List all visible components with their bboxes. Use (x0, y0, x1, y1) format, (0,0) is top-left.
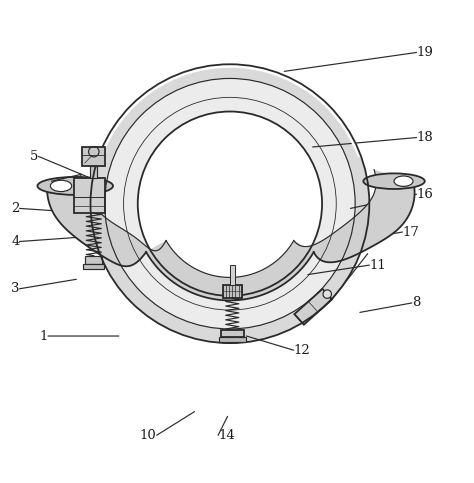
Text: 19: 19 (417, 46, 433, 59)
FancyBboxPatch shape (221, 330, 244, 337)
Text: 14: 14 (218, 429, 235, 442)
Text: 4: 4 (11, 235, 19, 248)
Ellipse shape (364, 173, 425, 189)
Polygon shape (294, 289, 332, 325)
Text: 18: 18 (417, 131, 433, 144)
Circle shape (91, 64, 369, 343)
FancyBboxPatch shape (85, 256, 102, 264)
FancyBboxPatch shape (219, 337, 246, 341)
Ellipse shape (50, 180, 72, 192)
Text: 11: 11 (369, 258, 386, 271)
FancyBboxPatch shape (91, 166, 97, 178)
Ellipse shape (37, 177, 113, 195)
Text: 1: 1 (40, 329, 48, 342)
Circle shape (105, 78, 355, 329)
Text: 8: 8 (412, 297, 420, 310)
FancyBboxPatch shape (223, 285, 242, 298)
Text: 17: 17 (402, 226, 419, 239)
FancyBboxPatch shape (74, 178, 105, 213)
FancyBboxPatch shape (82, 147, 105, 166)
Polygon shape (47, 174, 166, 266)
FancyBboxPatch shape (230, 265, 235, 285)
Text: 12: 12 (294, 344, 310, 357)
Polygon shape (294, 170, 415, 262)
Ellipse shape (394, 176, 413, 186)
Text: 2: 2 (11, 202, 19, 215)
Text: 10: 10 (140, 429, 156, 442)
Text: 3: 3 (11, 282, 19, 295)
Circle shape (138, 112, 322, 296)
Text: 16: 16 (417, 188, 433, 201)
Circle shape (323, 290, 331, 298)
Polygon shape (146, 241, 314, 300)
FancyBboxPatch shape (83, 264, 104, 269)
Text: 5: 5 (30, 150, 38, 163)
